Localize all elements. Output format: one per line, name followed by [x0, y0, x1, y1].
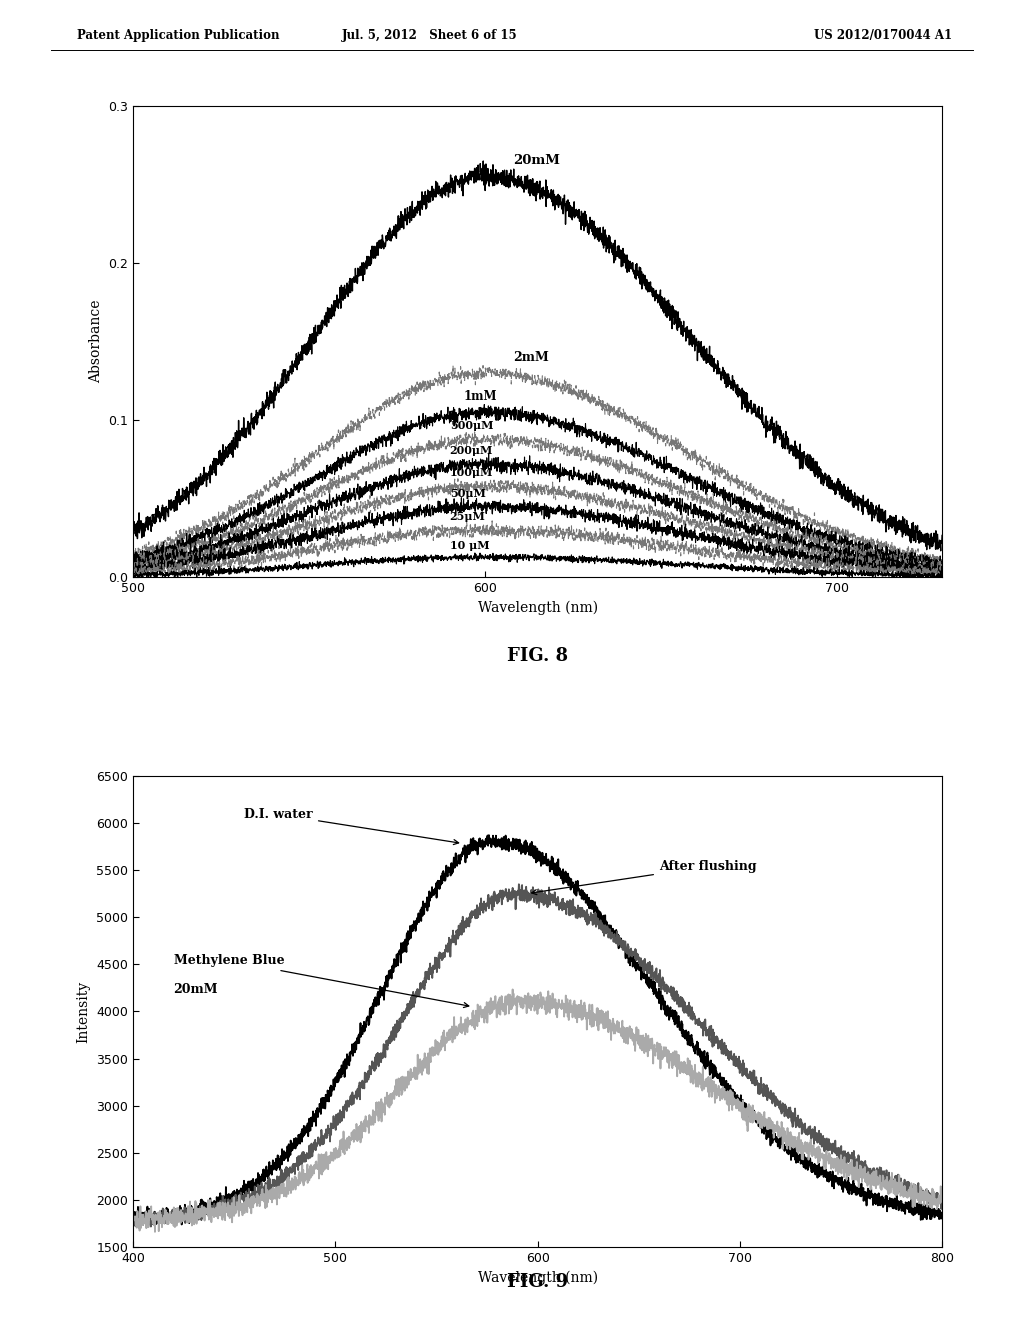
Text: 1mM: 1mM: [464, 389, 498, 403]
Text: 20mM: 20mM: [174, 982, 218, 995]
X-axis label: Wavelength (nm): Wavelength (nm): [477, 1271, 598, 1286]
Text: FIG. 9: FIG. 9: [507, 1272, 568, 1291]
Text: 500μM: 500μM: [450, 420, 494, 432]
Text: 2mM: 2mM: [513, 351, 549, 363]
Text: 25μM: 25μM: [450, 511, 485, 523]
Text: 50μM: 50μM: [450, 488, 485, 499]
Text: US 2012/0170044 A1: US 2012/0170044 A1: [814, 29, 952, 42]
Text: Patent Application Publication: Patent Application Publication: [77, 29, 280, 42]
Text: Methylene Blue: Methylene Blue: [174, 954, 469, 1007]
Text: D.I. water: D.I. water: [245, 808, 459, 845]
Text: After flushing: After flushing: [531, 859, 757, 895]
Text: FIG. 8: FIG. 8: [507, 647, 568, 665]
Y-axis label: Absorbance: Absorbance: [89, 300, 102, 383]
Text: 20mM: 20mM: [513, 154, 560, 166]
Text: 100μM: 100μM: [450, 467, 493, 478]
Text: 10 μM: 10 μM: [450, 540, 489, 550]
Y-axis label: Intensity: Intensity: [77, 981, 91, 1043]
Text: 200μM: 200μM: [450, 445, 493, 457]
X-axis label: Wavelength (nm): Wavelength (nm): [477, 601, 598, 615]
Text: Jul. 5, 2012   Sheet 6 of 15: Jul. 5, 2012 Sheet 6 of 15: [342, 29, 518, 42]
